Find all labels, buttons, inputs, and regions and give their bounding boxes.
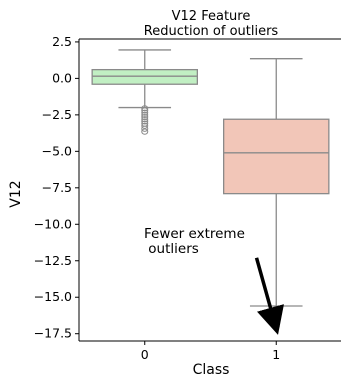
chart-subtitle: Reduction of outliers (144, 24, 279, 39)
outlier-point (141, 128, 149, 135)
x-axis-label: Class (193, 362, 230, 377)
y-tick-label: 0.0 (52, 70, 72, 85)
outlier-point (141, 107, 149, 114)
y-tick-label: −5.0 (42, 143, 72, 158)
y-tick-label: −7.5 (42, 180, 72, 195)
y-tick-label: −15.0 (34, 289, 72, 304)
outlier-point (141, 116, 149, 123)
y-tick-label: −17.5 (34, 326, 72, 341)
outlier-point (141, 125, 149, 132)
y-tick-label: 2.5 (52, 34, 72, 49)
y-tick-label: −2.5 (42, 107, 72, 122)
annotation-arrow (254, 257, 284, 335)
outlier-point (141, 105, 149, 112)
outlier-point (141, 109, 149, 116)
box-body-class-1 (222, 118, 330, 195)
annotation-text-line-1: Fewer extreme (144, 226, 245, 242)
outlier-point (141, 118, 149, 125)
outlier-point (141, 122, 149, 129)
y-tick-label: −12.5 (34, 253, 72, 268)
x-tick-label: 0 (141, 347, 149, 362)
y-tick-label: −10.0 (34, 216, 72, 231)
plot-area: 2.5 0.0 −2.5 −5.0 −7.5 −10.0 −12.5 −15.0 −17.5 0 1 (34, 34, 341, 362)
chart-title: V12 Feature (172, 9, 251, 24)
x-tick-label: 1 (272, 347, 280, 362)
outlier-point (141, 113, 149, 121)
y-axis-label: V12 (8, 180, 24, 207)
outlier-point (141, 111, 149, 118)
box-body-class-0 (91, 68, 198, 85)
annotation-text-line-2: outliers (144, 241, 199, 257)
